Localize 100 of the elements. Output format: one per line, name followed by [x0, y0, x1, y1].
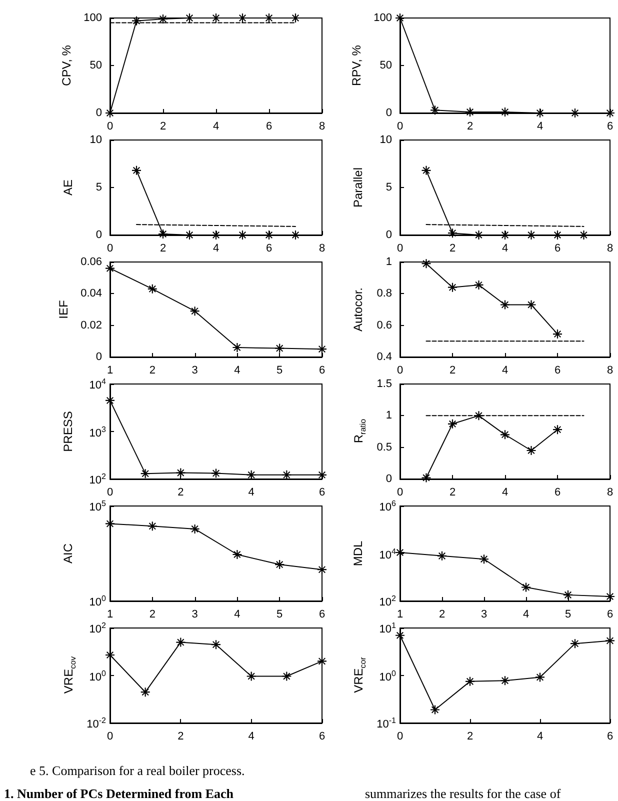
y-tick-label: 50	[380, 60, 392, 72]
x-tick-label: 6	[554, 242, 561, 254]
x-tick-label: 4	[248, 730, 254, 742]
y-tick-label: 1	[386, 410, 392, 422]
y-tick-label: 10	[90, 134, 102, 146]
text: summarizes the results for the case of	[365, 786, 561, 801]
x-tick-label: 4	[536, 730, 544, 742]
text: e 5. Comparison for a real boiler process.	[30, 763, 245, 779]
x-tick-label: 4	[502, 242, 508, 254]
x-tick-label: 2	[149, 364, 156, 376]
y-tick-label: 100	[374, 12, 392, 24]
x-tick-label: 6	[606, 608, 614, 620]
y-tick-label: 0.8	[376, 288, 392, 300]
y-axis-title: AE	[61, 179, 75, 196]
y-axis-title: AIC	[61, 543, 75, 564]
x-tick-label: 6	[318, 486, 326, 498]
y-tick-label: 10$^{5}$	[89, 499, 106, 514]
x-tick-label: 1	[106, 608, 114, 620]
y-axis-title: IEF	[56, 300, 71, 319]
x-tick-label: 4	[502, 486, 508, 498]
y-axis-title: CPV, %	[60, 44, 74, 86]
y-tick-label: 10$^{-2}$	[86, 716, 106, 731]
x-tick-label: 6	[266, 242, 272, 254]
x-tick-label: 4	[522, 608, 530, 620]
x-tick-label: 0	[396, 486, 404, 498]
x-tick-label: 0	[106, 120, 114, 132]
x-tick-label: 5	[276, 364, 283, 376]
y-tick-label: 10$^{6}$	[379, 499, 396, 514]
x-tick-label: 3	[192, 364, 198, 376]
x-tick-label: 6	[554, 486, 561, 498]
y-axis-title: PRESS	[61, 411, 75, 452]
y-tick-label: 0	[96, 229, 102, 241]
x-tick-label: 2	[449, 364, 456, 376]
y-tick-label: 0.6	[376, 319, 392, 332]
y-tick-label: 0	[96, 107, 102, 119]
y-axis-title: Parallel	[351, 167, 365, 208]
x-tick-label: 2	[438, 608, 446, 620]
x-tick-label: 8	[606, 364, 614, 376]
y-tick-label: 5	[386, 182, 392, 194]
x-tick-label: 4	[212, 120, 220, 132]
x-tick-label: 0	[106, 730, 114, 742]
text: 1. Number of PCs Determined from Each	[4, 786, 234, 801]
x-tick-label: 2	[466, 120, 474, 132]
x-tick-label: 8	[318, 120, 326, 132]
y-tick-label: 10$^{4}$	[89, 377, 106, 392]
y-tick-label: 10$^{0}$	[89, 594, 106, 609]
y-tick-label: 1	[386, 256, 392, 268]
x-tick-label: 8	[606, 486, 614, 498]
x-tick-label: 8	[318, 242, 326, 254]
x-tick-label: 1	[396, 608, 404, 620]
y-axis-title: RPV, %	[350, 44, 364, 86]
x-tick-label: 5	[276, 608, 283, 620]
y-tick-label: 0.04	[80, 288, 102, 300]
y-tick-label: 10$^{0}$	[89, 668, 106, 684]
x-tick-label: 6	[318, 730, 326, 742]
x-tick-label: 0	[396, 730, 404, 742]
y-tick-label: 1.5	[376, 378, 392, 390]
x-tick-label: 3	[480, 608, 488, 620]
y-tick-label: 0.06	[80, 256, 102, 268]
x-tick-label: 0	[106, 486, 114, 498]
x-tick-label: 0	[396, 364, 404, 376]
x-tick-label: 4	[248, 486, 254, 498]
y-tick-label: 10$^{2}$	[89, 472, 106, 487]
y-tick-label: 10$^{0}$	[379, 668, 396, 684]
x-tick-label: 4	[536, 120, 544, 132]
y-tick-label: 0	[386, 473, 392, 485]
y-axis-title: MDL	[351, 540, 365, 566]
y-tick-label: 0.02	[80, 319, 102, 332]
y-tick-label: 0	[386, 229, 392, 241]
y-tick-label: 5	[96, 182, 102, 194]
x-tick-label: 4	[502, 364, 508, 376]
y-tick-label: 0.4	[376, 351, 392, 363]
x-tick-label: 2	[178, 486, 184, 498]
y-tick-label: 100	[84, 12, 102, 24]
x-tick-label: 6	[554, 364, 561, 376]
y-tick-label: 10$^{4}$	[379, 546, 396, 562]
y-tick-label: 10$^{2}$	[379, 594, 396, 609]
x-tick-label: 4	[234, 364, 240, 376]
x-tick-label: 6	[266, 120, 272, 132]
x-tick-label: 2	[149, 608, 156, 620]
x-tick-label: 6	[606, 730, 614, 742]
x-tick-label: 6	[606, 120, 614, 132]
y-tick-label: 10$^{1}$	[379, 621, 396, 636]
y-tick-label: 10$^{2}$	[89, 621, 106, 636]
x-tick-label: 2	[449, 486, 456, 498]
y-tick-label: 0	[386, 107, 392, 119]
y-axis-title: Autocor.	[351, 287, 365, 332]
y-tick-label: 0	[96, 351, 102, 363]
y-tick-label: 10$^{3}$	[89, 424, 106, 440]
x-tick-label: 2	[160, 120, 166, 132]
y-tick-label: 10	[380, 134, 392, 146]
x-tick-label: 2	[466, 730, 474, 742]
x-tick-label: 4	[234, 608, 240, 620]
x-tick-label: 2	[178, 730, 184, 742]
x-tick-label: 4	[212, 242, 220, 254]
x-tick-label: 0	[396, 120, 404, 132]
x-tick-label: 6	[318, 608, 326, 620]
x-tick-label: 1	[106, 364, 114, 376]
x-tick-label: 2	[160, 242, 166, 254]
x-tick-label: 3	[192, 608, 198, 620]
